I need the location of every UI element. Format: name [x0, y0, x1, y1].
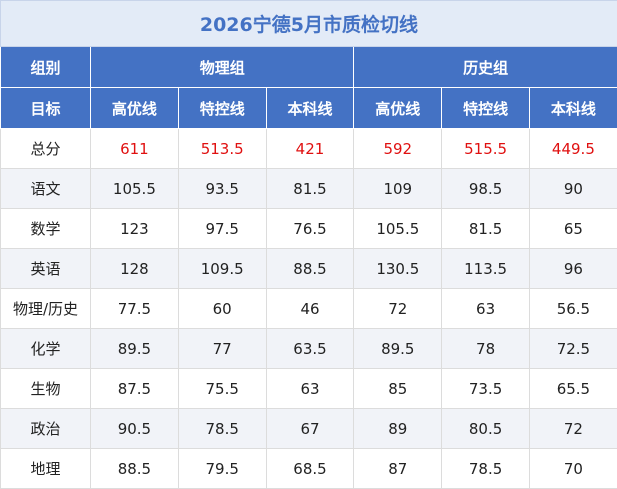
row-label: 生物	[0, 368, 91, 409]
score-cell: 130.5	[353, 248, 443, 289]
score-cell: 78.5	[441, 448, 530, 489]
table-row: 语文 105.5 93.5 81.5 109 98.5 90	[0, 168, 617, 209]
score-cell: 90	[528, 168, 617, 209]
score-cell: 75.5	[177, 368, 267, 409]
score-cell: 113.5	[441, 248, 530, 289]
score-cell: 65.5	[528, 368, 617, 409]
row-label: 物理/历史	[0, 288, 91, 329]
score-cell: 46	[265, 288, 355, 329]
row-label: 英语	[0, 248, 91, 289]
score-cell: 80.5	[441, 408, 530, 449]
score-cell: 98.5	[441, 168, 530, 209]
score-cell: 63	[265, 368, 355, 409]
score-cell: 449.5	[528, 128, 617, 169]
score-cell: 76.5	[265, 208, 355, 249]
score-cell: 78	[441, 328, 530, 369]
score-cell: 88.5	[265, 248, 355, 289]
table-title: 2026宁德5月市质检切线	[0, 0, 617, 47]
level-header: 本科线	[265, 87, 355, 129]
score-cell: 93.5	[177, 168, 267, 209]
score-cell: 105.5	[353, 208, 443, 249]
score-cell: 105.5	[90, 168, 179, 209]
table-row: 地理 88.5 79.5 68.5 87 78.5 70	[0, 448, 617, 489]
table-row: 政治 90.5 78.5 67 89 80.5 72	[0, 408, 617, 449]
score-cell: 97.5	[177, 208, 267, 249]
score-cell: 513.5	[177, 128, 267, 169]
score-cell: 79.5	[177, 448, 267, 489]
score-cell: 90.5	[90, 408, 179, 449]
score-cell: 72	[528, 408, 617, 449]
level-header: 本科线	[528, 87, 617, 129]
score-cell: 109.5	[177, 248, 267, 289]
score-cell: 89	[353, 408, 443, 449]
score-cell: 72	[353, 288, 443, 329]
score-cell: 63	[441, 288, 530, 329]
score-cell: 70	[528, 448, 617, 489]
score-cell: 77.5	[90, 288, 179, 329]
score-cell: 87	[353, 448, 443, 489]
score-cell: 77	[177, 328, 267, 369]
row-label: 地理	[0, 448, 91, 489]
score-cell: 96	[528, 248, 617, 289]
row-label: 化学	[0, 328, 91, 369]
level-header: 特控线	[441, 87, 530, 129]
score-cell: 72.5	[528, 328, 617, 369]
score-cell: 81.5	[265, 168, 355, 209]
target-label: 目标	[0, 87, 91, 129]
score-cell: 78.5	[177, 408, 267, 449]
table-row: 总分 611 513.5 421 592 515.5 449.5	[0, 128, 617, 169]
table-row: 生物 87.5 75.5 63 85 73.5 65.5	[0, 368, 617, 409]
row-label: 总分	[0, 128, 91, 169]
score-cell: 611	[90, 128, 179, 169]
score-cell: 109	[353, 168, 443, 209]
level-header: 高优线	[90, 87, 179, 129]
score-cell: 68.5	[265, 448, 355, 489]
score-cell: 87.5	[90, 368, 179, 409]
group-header: 物理组	[89, 46, 355, 88]
score-cell: 85	[353, 368, 443, 409]
score-cell: 421	[265, 128, 355, 169]
score-cell: 88.5	[90, 448, 179, 489]
score-cell: 89.5	[353, 328, 443, 369]
score-cell: 60	[177, 288, 267, 329]
row-label: 语文	[0, 168, 91, 209]
score-cell: 67	[265, 408, 355, 449]
score-cell: 123	[90, 208, 179, 249]
score-cell: 73.5	[441, 368, 530, 409]
row-label: 政治	[0, 408, 91, 449]
score-cell: 128	[90, 248, 179, 289]
score-cell: 89.5	[90, 328, 179, 369]
score-cell: 81.5	[441, 208, 530, 249]
score-cell: 65	[528, 208, 617, 249]
score-cell: 56.5	[528, 288, 617, 329]
table-row: 英语 128 109.5 88.5 130.5 113.5 96	[0, 248, 617, 289]
group-label: 组别	[0, 46, 91, 88]
table-row: 数学 123 97.5 76.5 105.5 81.5 65	[0, 208, 617, 249]
level-header: 特控线	[177, 87, 267, 129]
table-row: 物理/历史 77.5 60 46 72 63 56.5	[0, 288, 617, 329]
table-row: 化学 89.5 77 63.5 89.5 78 72.5	[0, 328, 617, 369]
score-cell: 515.5	[441, 128, 530, 169]
score-cell: 592	[353, 128, 443, 169]
score-cell: 63.5	[265, 328, 355, 369]
row-label: 数学	[0, 208, 91, 249]
group-header: 历史组	[353, 46, 617, 88]
table-body: 总分 611 513.5 421 592 515.5 449.5 语文 105.5 93.5 81.…	[0, 128, 617, 489]
level-header: 高优线	[353, 87, 443, 129]
